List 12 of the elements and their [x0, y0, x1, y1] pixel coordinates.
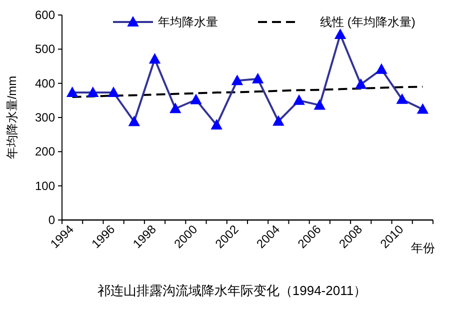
y-tick-label: 200 [34, 144, 56, 159]
y-tick-label: 400 [34, 76, 56, 90]
y-axis-title: 年均降水量/mm [5, 76, 19, 160]
x-axis-title: 年份 [411, 241, 435, 255]
y-tick-label: 500 [34, 42, 56, 56]
y-tick-label: 0 [48, 213, 56, 227]
legend-label: 线性 (年均降水量) [320, 15, 416, 29]
legend-label: 年均降水量 [158, 15, 218, 29]
y-tick-label: 100 [34, 178, 56, 193]
text: 祁连山排露沟流域降水年际变化（1994-2011） [97, 283, 367, 298]
y-tick-label: 300 [34, 110, 56, 124]
y-tick-label: 600 [34, 8, 56, 22]
